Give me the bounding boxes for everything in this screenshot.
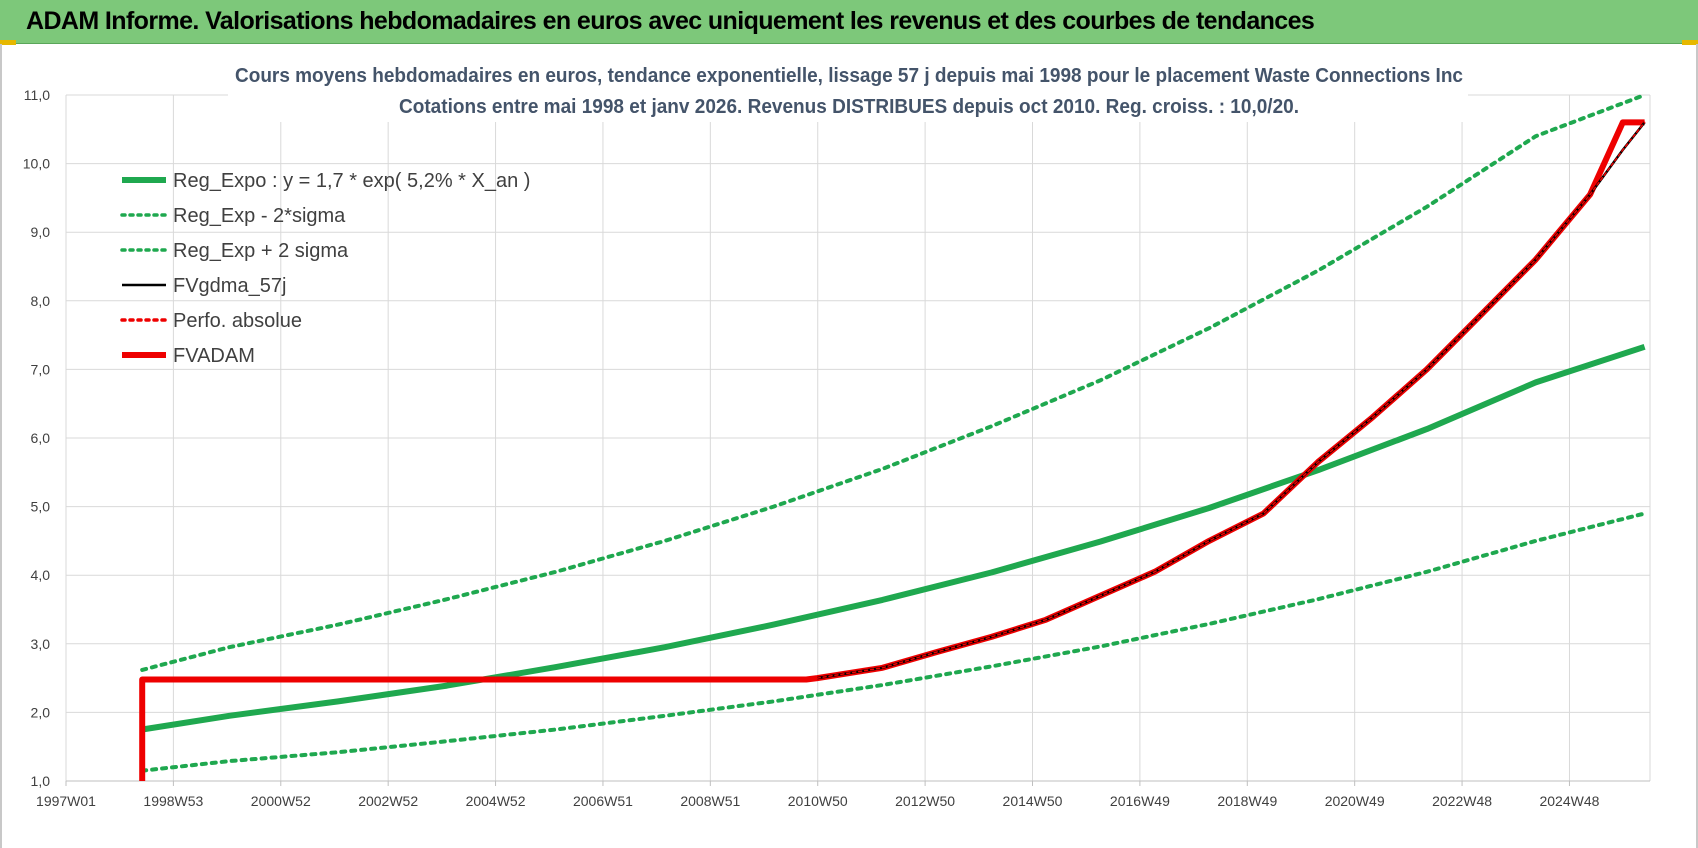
y-tick-label: 6,0 <box>31 430 51 446</box>
y-tick-label: 9,0 <box>31 224 51 240</box>
legend-label: Perfo. absolue <box>173 310 302 332</box>
x-tick-label: 2012W50 <box>895 793 955 809</box>
report-banner: ADAM Informe. Valorisations hebdomadaire… <box>0 0 1698 44</box>
x-tick-label: 2014W50 <box>1003 793 1063 809</box>
y-tick-label: 1,0 <box>31 773 51 789</box>
corner-marker-left <box>0 40 16 45</box>
legend-label: FVgdma_57j <box>173 275 286 297</box>
y-tick-label: 3,0 <box>31 636 51 652</box>
x-tick-label: 2010W50 <box>788 793 848 809</box>
series-line <box>817 121 1646 680</box>
series-line <box>816 121 1646 679</box>
x-tick-label: 2004W52 <box>466 793 526 809</box>
legend-label: Reg_Expo : y = 1,7 * exp( 5,2% * X_an ) <box>173 170 530 192</box>
x-tick-label: 2020W49 <box>1325 793 1385 809</box>
y-tick-label: 4,0 <box>31 567 51 583</box>
series-line <box>140 93 1647 672</box>
y-tick-label: 5,0 <box>31 499 51 515</box>
chart-title-background <box>228 60 1468 122</box>
legend-label: Reg_Exp + 2 sigma <box>173 240 349 262</box>
x-tick-label: 2022W48 <box>1432 793 1492 809</box>
y-tick-label: 8,0 <box>31 293 51 309</box>
report-title: ADAM Informe. Valorisations hebdomadaire… <box>26 7 1315 35</box>
x-tick-label: 2002W52 <box>358 793 418 809</box>
chart-container: 1,0 2,0 3,0 4,0 5,0 6,0 7,0 8,0 9,0 10,0 11,0 1997W… <box>0 44 1698 848</box>
legend-label: Reg_Exp - 2*sigma <box>173 205 346 227</box>
series-line <box>141 343 1646 733</box>
corner-marker-right <box>1682 40 1698 45</box>
x-tick-label: 2006W51 <box>573 793 633 809</box>
x-tick-label: 2000W52 <box>251 793 311 809</box>
x-tick-label: 2024W48 <box>1539 793 1599 809</box>
y-tick-label: 11,0 <box>24 87 50 103</box>
y-tick-label: 10,0 <box>23 156 50 172</box>
series-line <box>140 511 1647 773</box>
series-line <box>139 119 1645 781</box>
y-tick-label: 7,0 <box>31 361 51 377</box>
x-tick-label: 1997W01 <box>36 793 96 809</box>
x-tick-label: 2016W49 <box>1110 793 1170 809</box>
chart-title-line: Cotations entre mai 1998 et janv 2026. R… <box>399 96 1299 118</box>
y-tick-label: 2,0 <box>31 704 51 720</box>
x-tick-label: 2018W49 <box>1217 793 1277 809</box>
chart-title-line: Cours moyens hebdomadaires en euros, ten… <box>235 65 1463 87</box>
legend-label: FVADAM <box>173 345 255 367</box>
x-tick-label: 1998W53 <box>143 793 203 809</box>
x-tick-label: 2008W51 <box>680 793 740 809</box>
chart-svg: 1,0 2,0 3,0 4,0 5,0 6,0 7,0 8,0 9,0 10,0 11,0 1997W… <box>23 60 1651 809</box>
